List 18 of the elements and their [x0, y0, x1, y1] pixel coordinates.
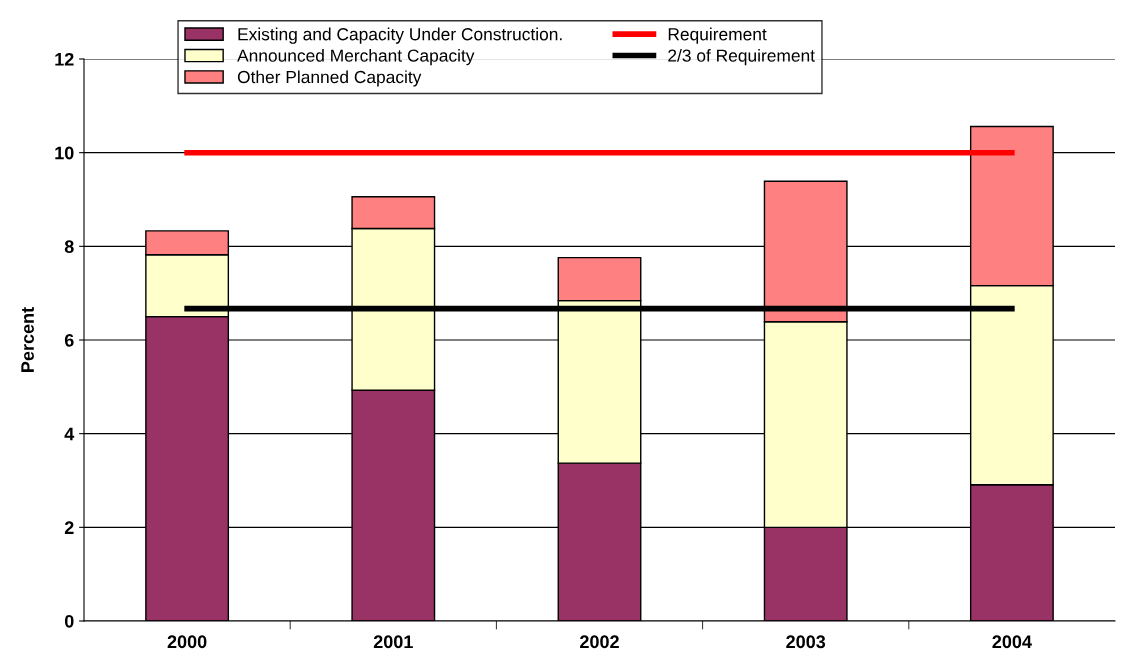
x-tick-label: 2000 [167, 635, 207, 649]
y-tick-label: 10 [55, 146, 74, 160]
legend-label: Requirement [668, 27, 767, 44]
legend-label: Existing and Capacity Under Construction. [238, 27, 562, 44]
x-tick-label: 2003 [786, 635, 826, 649]
y-tick-label: 0 [64, 614, 74, 628]
x-tick-label: 2002 [580, 635, 619, 649]
y-axis-title: Percent [21, 307, 34, 372]
legend-label: 2/3 of Requirement [668, 49, 815, 66]
x-tick-label: 2001 [373, 635, 413, 649]
y-tick-label: 4 [64, 427, 75, 441]
y-tick-label: 12 [55, 52, 74, 66]
y-tick-label: 6 [64, 333, 74, 347]
x-tick-label: 2004 [992, 635, 1032, 649]
legend-label: Other Planned Capacity [237, 70, 422, 87]
y-tick-label: 2 [64, 521, 74, 534]
y-tick-label: 8 [64, 240, 74, 254]
legend-label: Announced Merchant Capacity [237, 49, 475, 66]
